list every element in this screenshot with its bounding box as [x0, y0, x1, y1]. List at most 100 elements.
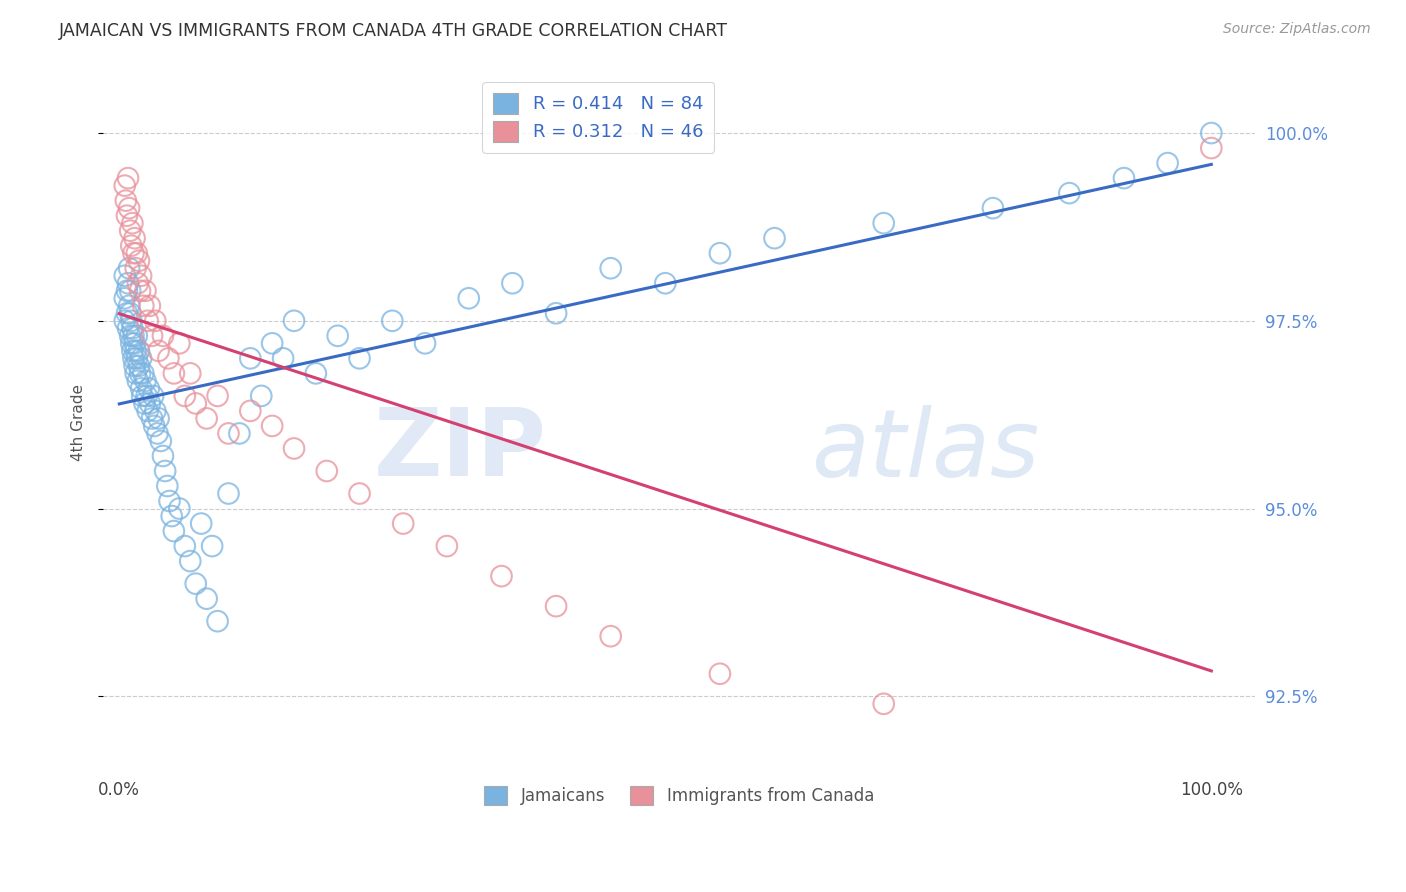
Point [201, 539, 224, 553]
Point [218, 426, 240, 441]
Point [141, 328, 163, 343]
Point [127, 277, 149, 291]
Text: Source: ZipAtlas.com: Source: ZipAtlas.com [1223, 22, 1371, 37]
Text: atlas: atlas [811, 405, 1039, 496]
Point [129, 351, 152, 366]
Point [120, 238, 142, 252]
Point [139, 396, 162, 410]
Point [207, 389, 229, 403]
Point [143, 419, 166, 434]
Text: JAMAICAN VS IMMIGRANTS FROM CANADA 4TH GRADE CORRELATION CHART: JAMAICAN VS IMMIGRANTS FROM CANADA 4TH G… [59, 22, 728, 40]
Point [457, 291, 479, 305]
Point [218, 486, 240, 500]
Point [120, 328, 142, 343]
Point [184, 576, 207, 591]
Point [124, 367, 146, 381]
Point [115, 194, 138, 208]
Point [132, 299, 155, 313]
Point [120, 306, 142, 320]
Point [124, 359, 146, 373]
Point [149, 434, 172, 448]
Point [125, 328, 148, 343]
Point [117, 321, 139, 335]
Point [709, 666, 731, 681]
Point [125, 351, 148, 366]
Point [120, 224, 142, 238]
Point [134, 396, 156, 410]
Point [173, 389, 195, 403]
Point [501, 277, 523, 291]
Point [163, 524, 186, 538]
Point [873, 216, 896, 230]
Point [599, 629, 621, 643]
Point [128, 359, 150, 373]
Point [349, 351, 371, 366]
Point [115, 306, 138, 320]
Point [763, 231, 786, 245]
Point [228, 426, 250, 441]
Point [160, 509, 183, 524]
Point [127, 374, 149, 388]
Point [262, 336, 284, 351]
Point [121, 343, 143, 358]
Point [143, 314, 166, 328]
Y-axis label: 4th Grade: 4th Grade [72, 384, 86, 460]
Point [1201, 141, 1223, 155]
Point [436, 539, 458, 553]
Point [981, 201, 1004, 215]
Point [117, 171, 139, 186]
Point [124, 231, 146, 245]
Point [143, 404, 166, 418]
Point [709, 246, 731, 260]
Point [599, 261, 621, 276]
Point [131, 389, 153, 403]
Point [1156, 156, 1178, 170]
Point [135, 389, 157, 403]
Point [146, 426, 169, 441]
Point [315, 464, 337, 478]
Point [207, 614, 229, 628]
Point [129, 381, 152, 395]
Point [115, 284, 138, 298]
Point [283, 442, 305, 456]
Point [190, 516, 212, 531]
Point [179, 367, 201, 381]
Point [118, 201, 141, 215]
Point [491, 569, 513, 583]
Text: ZIP: ZIP [374, 404, 547, 496]
Point [120, 336, 142, 351]
Point [239, 404, 262, 418]
Point [305, 367, 328, 381]
Point [118, 261, 141, 276]
Point [122, 351, 145, 366]
Point [114, 291, 136, 305]
Point [128, 343, 150, 358]
Point [148, 411, 170, 425]
Point [136, 314, 159, 328]
Point [122, 328, 145, 343]
Point [392, 516, 415, 531]
Point [125, 246, 148, 260]
Point [173, 539, 195, 553]
Point [1059, 186, 1081, 201]
Point [129, 268, 152, 283]
Point [546, 306, 568, 320]
Point [159, 494, 181, 508]
Point [271, 351, 294, 366]
Point [134, 374, 156, 388]
Point [195, 411, 218, 425]
Point [169, 501, 191, 516]
Point [120, 284, 142, 298]
Point [326, 328, 349, 343]
Point [117, 277, 139, 291]
Point [262, 419, 284, 434]
Point [239, 351, 262, 366]
Point [121, 216, 143, 230]
Point [1201, 126, 1223, 140]
Point [413, 336, 436, 351]
Point [873, 697, 896, 711]
Point [129, 284, 152, 298]
Point [124, 261, 146, 276]
Point [115, 209, 138, 223]
Point [124, 336, 146, 351]
